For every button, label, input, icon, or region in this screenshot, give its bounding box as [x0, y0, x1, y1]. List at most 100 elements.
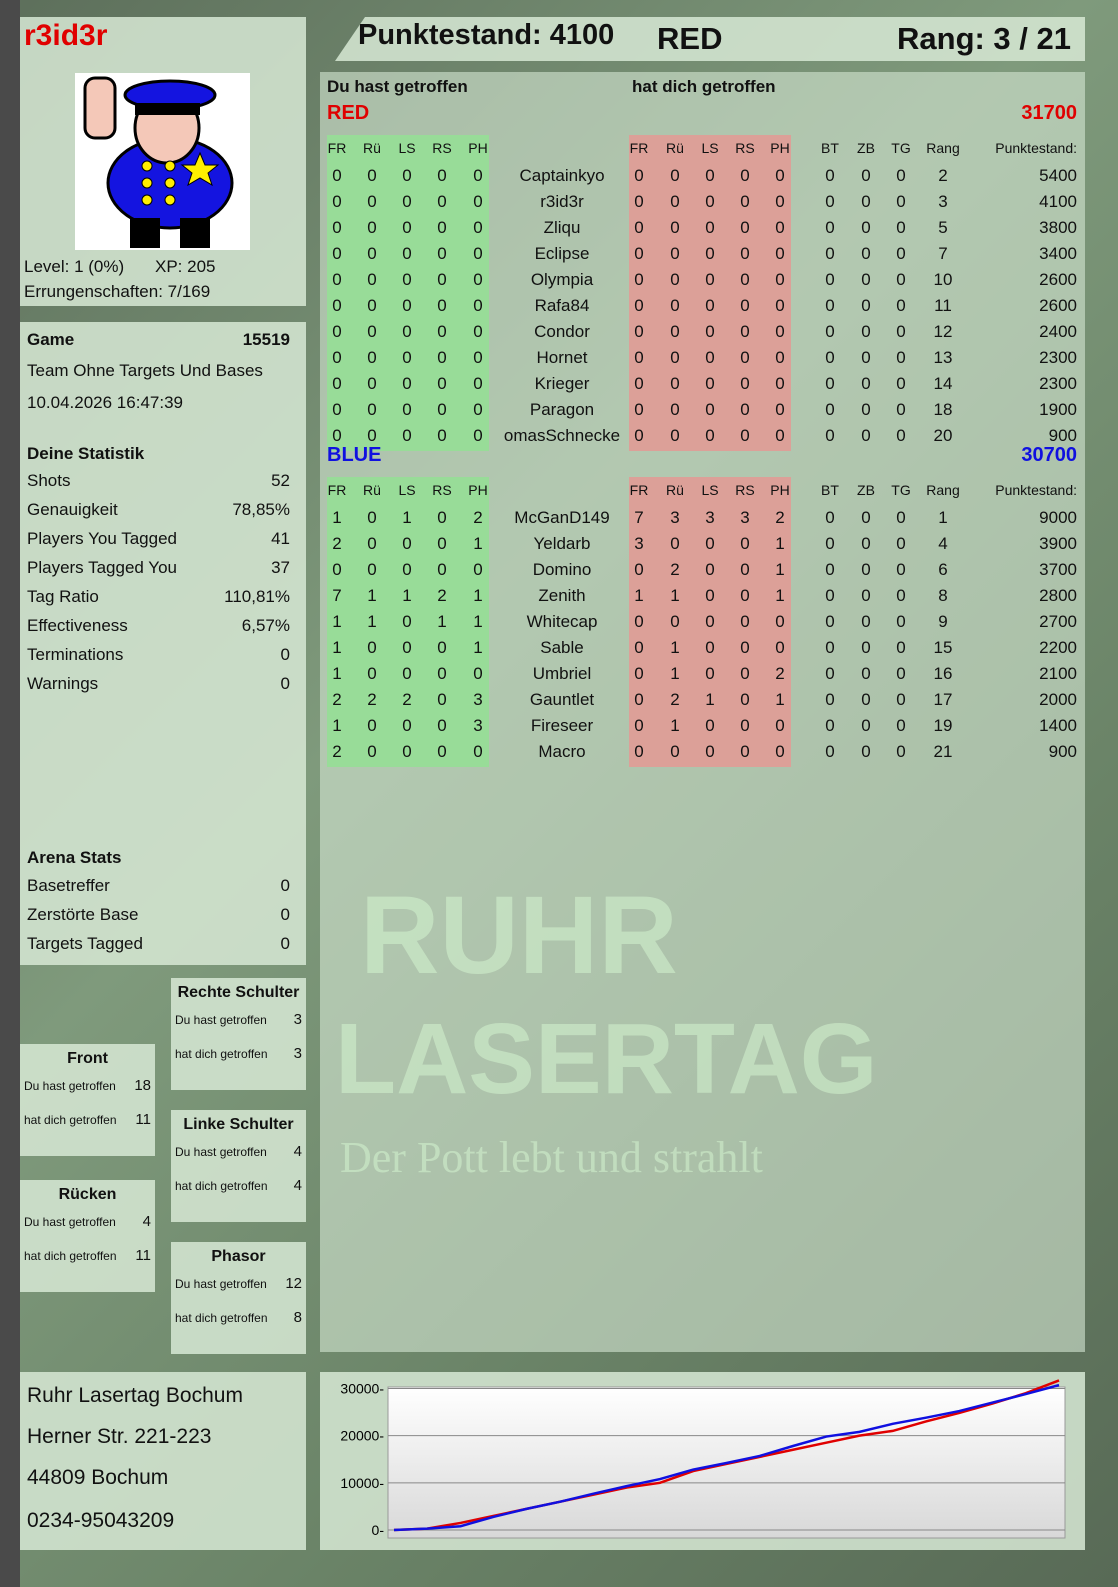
you-hit-cell: 0: [473, 218, 483, 237]
you-hit-cell: 0: [473, 244, 483, 263]
score-chart: 0- 10000- 20000- 30000-: [340, 1379, 1066, 1539]
col-header: BT: [821, 140, 839, 156]
hit-you-cell: 0: [740, 296, 750, 315]
you-hit-cell: 0: [473, 374, 483, 393]
game-id: 15519: [242, 330, 290, 349]
you-hit-cell: 3: [473, 690, 483, 709]
you-hit-cell: 0: [437, 400, 447, 419]
extra-cell: 8: [938, 586, 948, 605]
hit-zone-rücken: Rücken Du hast getroffen 4 hat dich getroff…: [20, 1180, 155, 1292]
hit-you-cell: 0: [740, 348, 750, 367]
hit-you-cell: 0: [705, 560, 715, 579]
hit-you-cell: 0: [670, 426, 680, 445]
you-hit-cell: 0: [402, 296, 412, 315]
you-hit-cell: 0: [473, 270, 483, 289]
hit-you-cell: 1: [670, 638, 680, 657]
y-tick-label: 10000-: [340, 1475, 384, 1491]
extra-cell: 0: [861, 742, 871, 761]
player-score: 1900: [1039, 400, 1077, 419]
you-hit-cell: 1: [402, 508, 412, 527]
hit-you-cell: 0: [705, 638, 715, 657]
you-hit-cell: 0: [402, 374, 412, 393]
you-hit-cell: 0: [473, 192, 483, 211]
you-hit-value: 12: [285, 1275, 302, 1292]
extra-cell: 0: [896, 296, 906, 315]
player-score: 5400: [1039, 166, 1077, 185]
hit-zone-linke-schulter: Linke Schulter Du hast getroffen 4 hat dich…: [171, 1110, 306, 1222]
y-tick-label: 0-: [372, 1522, 385, 1538]
extra-cell: 0: [825, 374, 835, 393]
you-hit-cell: 1: [332, 716, 342, 735]
hit-you-cell: 0: [740, 374, 750, 393]
hit-you-value: 3: [293, 1045, 302, 1062]
table-row: 0 0 0 0 0 Condor 0 0 0 0 0 0 0 0 12 2400: [320, 322, 1085, 348]
you-hit-cell: 0: [437, 638, 447, 657]
hit-you-cell: 0: [775, 374, 785, 393]
you-hit-value: 18: [134, 1077, 151, 1094]
extra-cell: 4: [938, 534, 948, 553]
extra-cell: 0: [825, 716, 835, 735]
extra-cell: 3: [938, 192, 948, 211]
extra-cell: 0: [861, 690, 871, 709]
hit-you-block: [629, 135, 791, 451]
extra-cell: 20: [933, 426, 953, 445]
col-header: FR: [327, 140, 347, 156]
extra-cell: 0: [896, 244, 906, 263]
extra-cell: 0: [861, 400, 871, 419]
table-row: 1 0 0 0 3 Fireseer 0 1 0 0 0 0 0 0 19 1400: [320, 716, 1085, 742]
hit-you-cell: 0: [740, 612, 750, 631]
you-hit-cell: 0: [473, 742, 483, 761]
player-score: 2300: [1039, 348, 1077, 367]
you-hit-cell: 0: [402, 638, 412, 657]
hit-zone-title: Rechte Schulter: [177, 984, 300, 1001]
you-hit-cell: 0: [332, 322, 342, 341]
player-name: McGanD149: [514, 508, 610, 527]
you-hit-cell: 0: [402, 348, 412, 367]
chart-panel: 0- 10000- 20000- 30000-: [320, 1372, 1085, 1550]
extra-cell: 0: [825, 690, 835, 709]
hit-you-cell: 0: [670, 400, 680, 419]
hit-you-cell: 0: [740, 586, 750, 605]
you-hit-block: [327, 135, 489, 451]
you-hit-cell: 0: [402, 534, 412, 553]
stats-panel: Game 15519 Team Ohne Targets Und Bases 1…: [20, 322, 306, 965]
player-name: r3id3r: [24, 19, 108, 52]
hit-you-cell: 0: [670, 244, 680, 263]
extra-cell: 0: [861, 638, 871, 657]
stat-value: 78,85%: [232, 500, 290, 519]
extra-cell: 0: [896, 560, 906, 579]
hit-you-cell: 0: [775, 638, 785, 657]
you-hit-cell: 0: [332, 374, 342, 393]
extra-cell: 0: [825, 664, 835, 683]
extra-cell: 0: [825, 348, 835, 367]
stat-value: 0: [280, 645, 290, 664]
table-row: 1 0 0 0 0 Umbriel 0 1 0 0 2 0 0 0 16 2100: [320, 664, 1085, 690]
extra-cell: 0: [825, 426, 835, 445]
col-header: Rü: [363, 140, 381, 156]
you-hit-cell: 0: [437, 690, 447, 709]
you-hit-cell: 0: [473, 322, 483, 341]
you-hit-cell: 0: [367, 270, 377, 289]
stat-label: Effectiveness: [27, 616, 128, 635]
stat-value: 0: [280, 674, 290, 693]
hit-you-cell: 2: [775, 664, 785, 683]
extra-cell: 0: [825, 612, 835, 631]
extra-cell: 0: [896, 690, 906, 709]
col-header: TG: [891, 140, 911, 156]
you-hit-cell: 0: [332, 244, 342, 263]
player-name: Condor: [534, 322, 590, 341]
extra-cell: 0: [896, 218, 906, 237]
player-score: 2400: [1039, 322, 1077, 341]
hit-zone-front: Front Du hast getroffen 18 hat dich getroff…: [20, 1044, 155, 1156]
game-datetime: 10.04.2026 16:47:39: [27, 393, 183, 412]
extra-cell: 0: [861, 322, 871, 341]
you-hit-cell: 0: [402, 218, 412, 237]
hit-you-cell: 0: [670, 612, 680, 631]
extra-cell: 14: [933, 374, 953, 393]
player-name: Whitecap: [526, 612, 598, 631]
hit-you-cell: 0: [634, 400, 644, 419]
you-hit-label: Du hast getroffen: [24, 1079, 116, 1093]
extra-cell: 0: [861, 270, 871, 289]
hit-you-cell: 0: [775, 426, 785, 445]
extra-cell: 0: [825, 322, 835, 341]
